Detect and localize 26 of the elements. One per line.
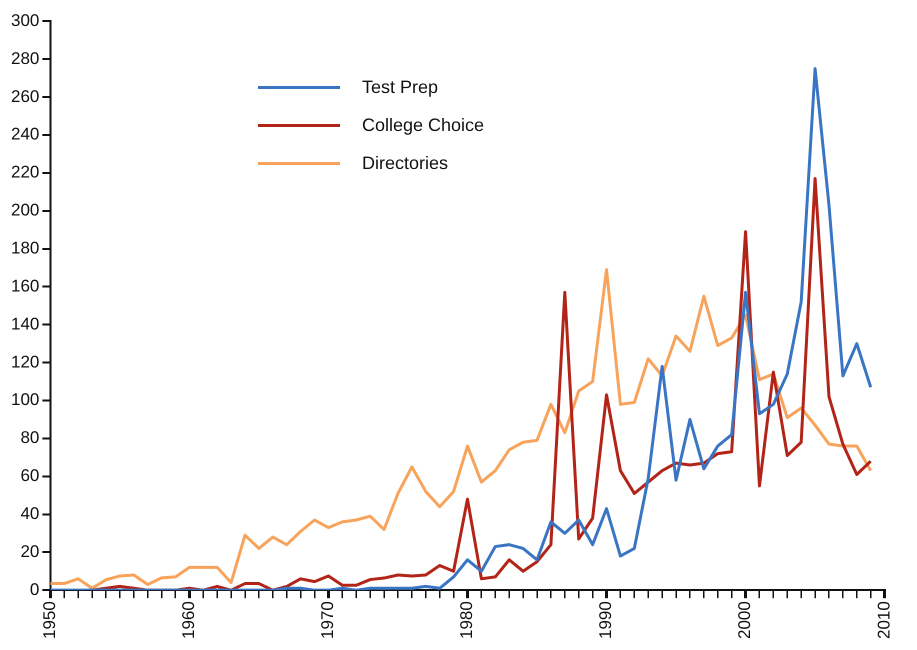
y-tick-label: 140	[10, 314, 40, 334]
y-tick-label: 80	[20, 428, 40, 448]
y-tick-label: 220	[10, 162, 40, 182]
legend-label: College Choice	[362, 114, 484, 136]
y-tick-label: 200	[10, 200, 40, 220]
x-tick-label: 1990	[596, 601, 616, 640]
x-tick-label: 1950	[40, 601, 60, 640]
x-tick-label: 2010	[874, 601, 894, 640]
y-tick-label: 20	[20, 542, 40, 561]
y-tick-label: 180	[10, 238, 40, 258]
x-tick-label: 1960	[179, 601, 198, 640]
x-tick-label: 1980	[457, 601, 476, 640]
legend-label: Test Prep	[362, 76, 438, 98]
x-tick-label: 1970	[318, 601, 338, 640]
y-tick-label: 60	[20, 466, 40, 486]
x-tick-label: 2000	[735, 601, 754, 640]
y-tick-label: 240	[10, 124, 40, 144]
y-tick-label: 160	[10, 276, 40, 296]
y-tick-label: 260	[10, 86, 40, 106]
y-tick-label: 300	[10, 10, 40, 30]
legend-label: Directories	[362, 152, 448, 174]
y-tick-label: 100	[10, 390, 40, 410]
y-tick-label: 0	[30, 580, 40, 599]
y-tick-label: 40	[20, 504, 40, 524]
y-tick-label: 120	[10, 352, 40, 372]
y-tick-label: 280	[10, 48, 40, 68]
